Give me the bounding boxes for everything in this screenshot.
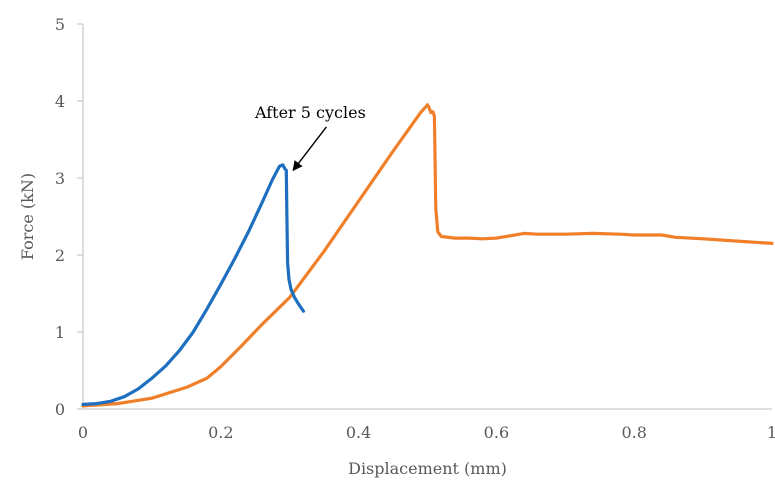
y-tick-label: 4: [55, 92, 65, 111]
series-line-1: [81, 163, 306, 406]
annotation-label: After 5 cycles: [254, 103, 366, 122]
y-tick-label: 0: [55, 400, 65, 419]
axes: [82, 24, 772, 410]
x-tick-label: 0.8: [621, 423, 646, 442]
annotation-layer: After 5 cycles: [254, 103, 366, 172]
ticks: 0 1 2 3 4 5 0 0.2 0.4 0.6 0.8 1: [55, 15, 775, 442]
x-tick-label: 0: [78, 423, 88, 442]
y-tick-label: 3: [55, 169, 65, 188]
series-layer: [81, 103, 774, 408]
series-line-2: [81, 103, 774, 408]
y-tick-label: 2: [55, 246, 65, 265]
y-tick-label: 1: [55, 323, 65, 342]
annotation-arrow: [292, 126, 327, 172]
x-axis-title: Displacement (mm): [348, 459, 507, 478]
y-axis-title: Force (kN): [18, 173, 37, 260]
x-tick-label: 0.2: [208, 423, 233, 442]
x-tick-label: 0.6: [484, 423, 509, 442]
y-tick-label: 5: [55, 15, 65, 34]
x-tick-label: 1: [767, 423, 775, 442]
x-tick-label: 0.4: [346, 423, 371, 442]
